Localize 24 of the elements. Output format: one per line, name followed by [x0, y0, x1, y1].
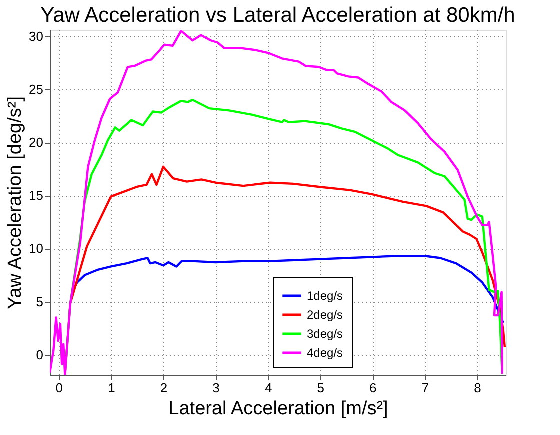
x-tick-label: 1 [108, 380, 116, 396]
line-series [50, 30, 504, 375]
x-tick-label: 2 [160, 380, 168, 396]
x-tick-label: 3 [212, 380, 220, 396]
y-tick-label: 10 [29, 241, 44, 256]
y-tick-label: 30 [29, 28, 44, 44]
x-tick-label: 6 [370, 380, 377, 396]
y-axis-title: Yaw Acceleration [deg/s²] [5, 96, 26, 310]
x-tick-label: 8 [474, 380, 482, 396]
x-axis-title: Lateral Acceleration [m/s²] [168, 398, 388, 420]
chart-title: Yaw Acceleration vs Lateral Acceleration at 80km/h [40, 4, 516, 27]
legend-label: 2deg/s [307, 308, 344, 322]
legend-label: 1deg/s [307, 289, 344, 303]
x-tick-label: 7 [422, 380, 430, 396]
y-tick-label: 0 [36, 347, 44, 362]
y-tick-label: 25 [29, 82, 44, 97]
legend-label: 4deg/s [307, 346, 344, 360]
x-tick-label: 4 [264, 380, 272, 396]
y-tick-label: 20 [29, 135, 44, 150]
x-tick-label: 0 [56, 380, 64, 396]
y-tick-label: 15 [29, 188, 44, 204]
legend-label: 3deg/s [307, 327, 344, 341]
y-tick-label: 5 [36, 294, 44, 310]
x-tick-label: 5 [317, 380, 324, 396]
